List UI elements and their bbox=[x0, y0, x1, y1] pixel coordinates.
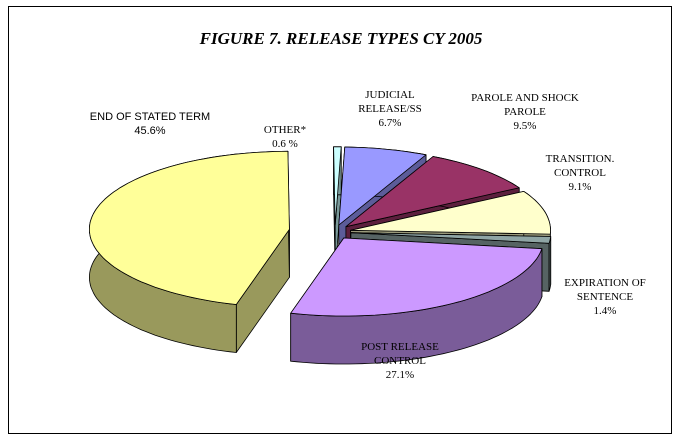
slice-label: EXPIRATION OF SENTENCE 1.4% bbox=[555, 276, 655, 318]
value-label: 27.1% bbox=[385, 369, 415, 381]
slice-label: POST RELEASE CONTROL 27.1% bbox=[345, 340, 455, 382]
category-label: END OF STATED TERM bbox=[89, 111, 211, 123]
value-label: 1.4% bbox=[593, 305, 617, 317]
slice-top bbox=[345, 156, 520, 228]
slice-top bbox=[333, 146, 342, 226]
slice-wall bbox=[548, 236, 552, 292]
slice-label: TRANSITION. CONTROL 9.1% bbox=[530, 152, 630, 194]
category-label: EXPIRATION OF SENTENCE bbox=[564, 277, 646, 303]
slice-top bbox=[290, 237, 543, 317]
slice-top bbox=[89, 150, 290, 305]
value-label: 9.5% bbox=[513, 120, 537, 132]
category-label: JUDICIAL RELEASE/SS bbox=[358, 89, 422, 115]
pie-slice bbox=[89, 150, 290, 353]
pie-slice bbox=[290, 237, 543, 365]
slice-top bbox=[338, 146, 427, 226]
category-label: PAROLE AND SHOCK PAROLE bbox=[471, 92, 579, 118]
chart-frame: FIGURE 7. RELEASE TYPES CY 2005 bbox=[8, 6, 672, 434]
category-label: TRANSITION. CONTROL bbox=[545, 153, 615, 179]
category-label: OTHER* bbox=[263, 124, 307, 136]
slice-label: JUDICIAL RELEASE/SS 6.7% bbox=[345, 88, 435, 130]
chart-title: FIGURE 7. RELEASE TYPES CY 2005 bbox=[199, 29, 483, 48]
category-label: POST RELEASE CONTROL bbox=[361, 341, 439, 367]
slice-top bbox=[350, 232, 552, 244]
value-label: 9.1% bbox=[568, 181, 592, 193]
value-label: 6.7% bbox=[378, 117, 402, 129]
slice-label: PAROLE AND SHOCK PAROLE 9.5% bbox=[455, 91, 595, 133]
slice-label: OTHER* 0.6 % bbox=[250, 123, 320, 151]
slice-top bbox=[350, 191, 551, 235]
pie-slice bbox=[333, 146, 342, 274]
value-label: 45.6% bbox=[134, 125, 166, 137]
slice-label: END OF STATED TERM 45.6% bbox=[80, 110, 220, 138]
value-label: 0.6 % bbox=[272, 138, 298, 150]
